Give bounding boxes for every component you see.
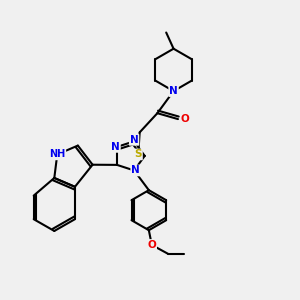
Text: S: S xyxy=(134,149,142,159)
Text: N: N xyxy=(130,135,139,145)
Text: N: N xyxy=(111,142,120,152)
Text: N: N xyxy=(131,166,140,176)
Text: NH: NH xyxy=(49,149,65,159)
Text: N: N xyxy=(169,86,178,96)
Text: O: O xyxy=(181,114,190,124)
Text: O: O xyxy=(147,240,156,250)
